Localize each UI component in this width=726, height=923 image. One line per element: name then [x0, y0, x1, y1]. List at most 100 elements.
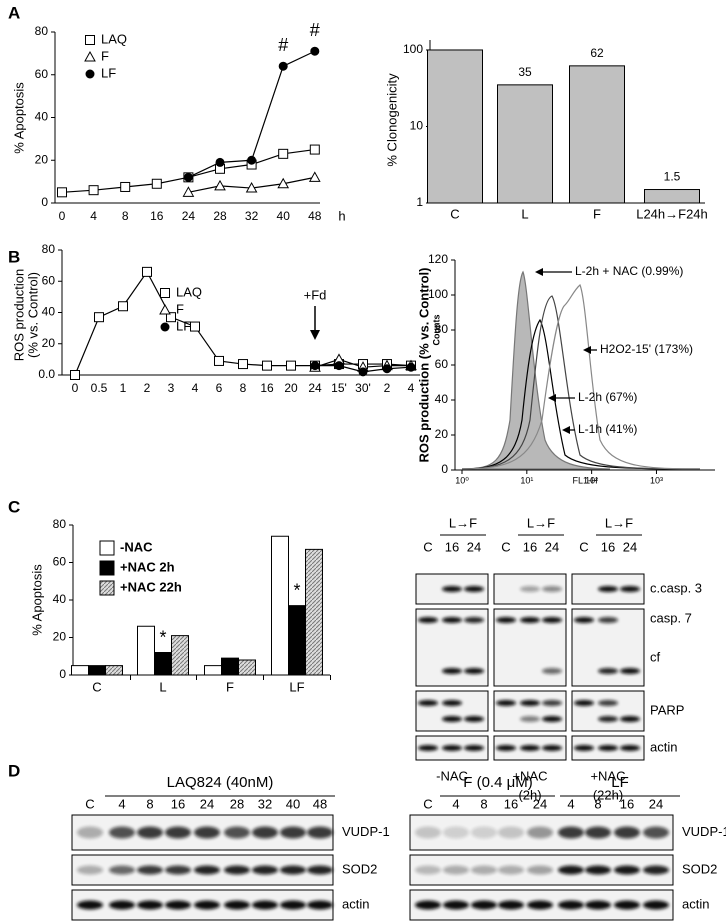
panel-letter: A — [8, 3, 20, 22]
legend-marker — [85, 35, 95, 45]
band — [194, 826, 220, 839]
marker — [406, 362, 416, 372]
x-tick-label: L24h→F24h — [636, 206, 708, 221]
lane-label: 4 — [452, 796, 459, 811]
band — [280, 865, 306, 875]
group-label: (22h) — [593, 787, 623, 802]
band — [585, 826, 611, 839]
row-label: actin — [650, 739, 677, 754]
bar — [305, 548, 323, 676]
band — [471, 826, 497, 839]
band — [527, 826, 553, 839]
band — [614, 865, 640, 875]
marker — [183, 172, 193, 182]
band — [415, 826, 441, 839]
x-tick-label: 32 — [245, 209, 259, 223]
x-tick-label: 48 — [308, 209, 322, 223]
lane-label: 8 — [594, 796, 601, 811]
marker — [309, 144, 320, 155]
blot-header: L→F — [605, 515, 633, 530]
lane-label: 8 — [146, 796, 153, 811]
legend-label: LF — [176, 318, 191, 333]
blot — [571, 690, 645, 732]
y-tick-label: 40 — [53, 592, 67, 606]
band — [109, 865, 135, 875]
marker — [382, 364, 392, 374]
marker — [166, 312, 176, 323]
band — [464, 745, 484, 751]
band — [614, 826, 640, 839]
band — [542, 745, 562, 751]
band — [137, 865, 163, 875]
legend-label: F — [176, 301, 184, 316]
y-tick-label: 0 — [41, 195, 48, 209]
bar — [171, 635, 189, 676]
y-tick-label: 40 — [42, 305, 56, 319]
lane-label: 24 — [533, 796, 547, 811]
lane-label: C — [501, 539, 510, 554]
row-label: c.casp. 3 — [650, 580, 702, 595]
marker — [142, 266, 152, 277]
annotation: # — [310, 20, 320, 40]
arrow-head — [583, 346, 591, 354]
band — [598, 617, 618, 623]
marker — [190, 321, 200, 332]
annotation: L-2h + NAC (0.99%) — [575, 264, 683, 278]
lane-label: 16 — [445, 539, 459, 554]
legend-marker — [85, 69, 95, 79]
band — [442, 617, 462, 623]
legend-marker — [159, 303, 171, 315]
x-tick-label: 0 — [72, 381, 79, 395]
annotation: H2O2-15' (173%) — [600, 342, 693, 356]
marker — [238, 359, 248, 370]
band — [443, 900, 469, 910]
legend-label: -NAC — [120, 539, 153, 554]
band — [137, 826, 163, 839]
annotation: * — [159, 627, 166, 647]
y-tick-label: 80 — [435, 322, 449, 336]
band — [464, 716, 484, 722]
band — [574, 745, 594, 751]
x-tick-label: 40 — [277, 209, 291, 223]
x-tick-label: 24 — [308, 381, 322, 395]
x-tick-label: F — [593, 206, 601, 221]
y-tick-label: 60 — [35, 67, 49, 81]
annotation: L-2h (67%) — [578, 390, 637, 404]
x-tick-label: LF — [289, 679, 304, 694]
bar — [271, 535, 289, 676]
marker — [334, 361, 344, 371]
band — [165, 865, 191, 875]
band — [443, 826, 469, 839]
x-tick-label: 16 — [150, 209, 164, 223]
band — [585, 865, 611, 875]
marker — [118, 301, 128, 312]
arrow-head — [548, 394, 556, 402]
x-tick-label: C — [92, 679, 101, 694]
marker — [245, 182, 258, 193]
band — [443, 865, 469, 875]
group-label: +NAC — [512, 768, 547, 783]
x-tick-label: 30' — [355, 381, 371, 395]
lane-label: 16 — [620, 796, 634, 811]
band — [137, 900, 163, 910]
band — [415, 900, 441, 910]
blot — [493, 690, 567, 732]
band — [496, 700, 516, 706]
y-tick-label: 60 — [435, 357, 449, 371]
blot — [415, 690, 489, 732]
band — [165, 900, 191, 910]
row-label: SOD2 — [682, 861, 717, 876]
band — [442, 586, 462, 592]
marker — [310, 46, 320, 56]
lane-label: 16 — [523, 539, 537, 554]
y-tick-label: 20 — [42, 336, 56, 350]
band — [542, 668, 562, 674]
band — [643, 826, 669, 839]
marker — [286, 360, 296, 371]
band — [418, 617, 438, 623]
x-tick-label: 4 — [90, 209, 97, 223]
group-label: (2h) — [518, 787, 541, 802]
value-label: 1.5 — [664, 170, 681, 184]
band — [77, 826, 103, 839]
band — [418, 700, 438, 706]
